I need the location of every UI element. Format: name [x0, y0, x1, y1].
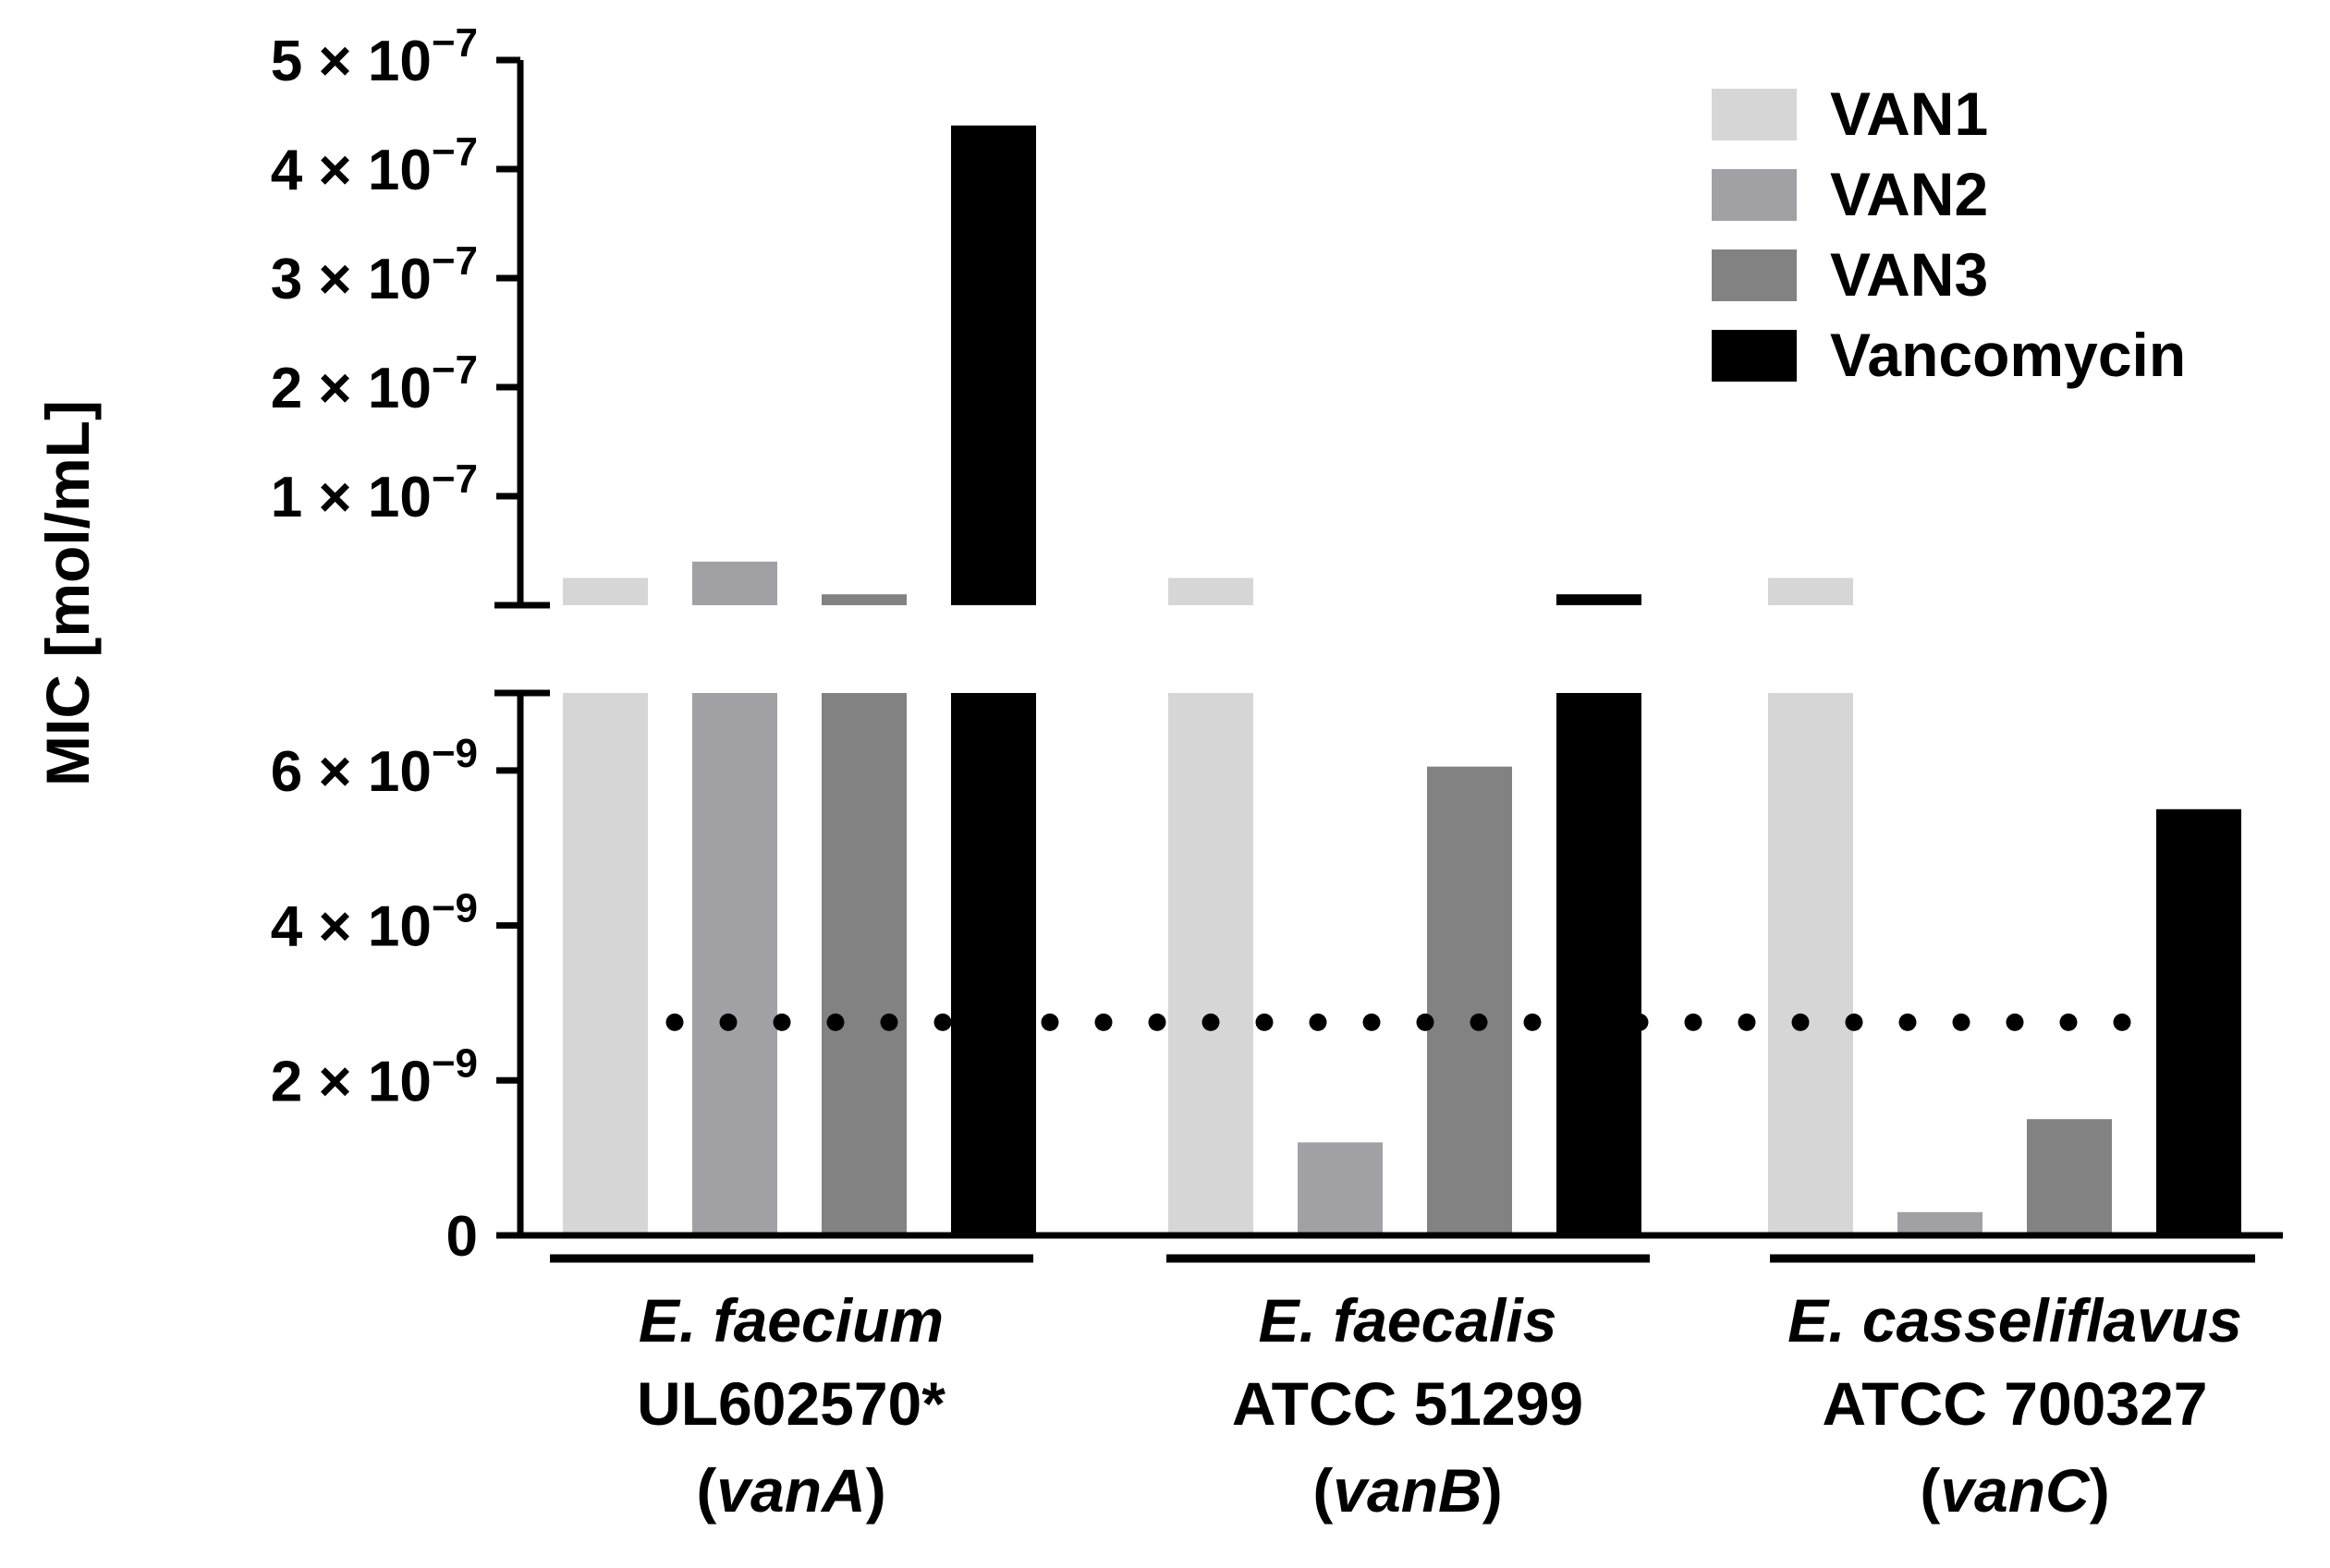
bar-vancomycin-group2-lower: [1556, 693, 1641, 1235]
ticks-layer: 0 2 × 10−9 4 × 10−9 6 × 10−9 1 × 10−7 2 × 10−…: [271, 20, 520, 1269]
bar-van3-group1-upper: [822, 594, 907, 605]
group-gene-3: (vanC): [1920, 1456, 2109, 1525]
bar-van1-group2-upper: [1168, 577, 1253, 605]
bar-vancomycin-group1-lower: [951, 693, 1036, 1235]
legend-label-van3: VAN3: [1830, 240, 1988, 309]
legend-label-van2: VAN2: [1830, 160, 1988, 228]
group-species-2: E. faecalis: [1259, 1286, 1557, 1355]
bar-vancomycin-group2-upper: [1556, 594, 1641, 605]
bar-van3-group3-lower: [2027, 1119, 2112, 1235]
legend-label-vancomycin: Vancomycin: [1830, 321, 2186, 389]
y-tick-label-upper-1: 2 × 10−7: [271, 347, 478, 420]
group-gene-1: (vanA): [696, 1456, 885, 1525]
y-tick-label-upper-0: 1 × 10−7: [271, 456, 478, 529]
y-axis-label: MIC [mol/mL]: [33, 400, 102, 786]
y-tick-label-upper-2: 3 × 10−7: [271, 238, 478, 311]
group-labels-layer: E. faecium UL602570* (vanA) E. faecalis ATCC…: [550, 1254, 2255, 1525]
bar-van3-group2-lower: [1427, 766, 1512, 1235]
bar-van1-group3-lower: [1768, 693, 1853, 1235]
bar-van2-group1-lower: [692, 693, 777, 1235]
legend: VAN1 VAN2 VAN3 Vancomycin: [1712, 79, 2186, 389]
y-tick-label-lower-1: 2 × 10−9: [271, 1040, 478, 1113]
group-strain-1: UL602570*: [637, 1369, 945, 1438]
bar-van1-group3-upper: [1768, 577, 1853, 605]
bar-van3-group1-lower: [822, 693, 907, 1235]
bar-van1-group1-upper: [563, 577, 648, 605]
bars-layer: [563, 125, 2241, 1235]
y-tick-label-lower-3: 6 × 10−9: [271, 731, 478, 804]
group-species-3: E. casseliflavus: [1787, 1286, 2242, 1355]
group-gene-2: (vanB): [1312, 1456, 1502, 1525]
legend-swatch-vancomycin: [1712, 330, 1797, 382]
bar-vancomycin-group1-upper: [951, 125, 1036, 606]
group-strain-2: ATCC 51299: [1232, 1369, 1583, 1438]
bar-van1-group1-lower: [563, 693, 648, 1235]
y-tick-label-lower-2: 4 × 10−9: [271, 886, 478, 959]
legend-swatch-van2: [1712, 169, 1797, 221]
y-tick-label-upper-4: 5 × 10−7: [271, 20, 478, 93]
y-tick-label-lower-0: 0: [446, 1205, 478, 1269]
bar-van1-group2-lower: [1168, 693, 1253, 1235]
group-strain-3: ATCC 700327: [1823, 1369, 2208, 1438]
bar-van2-group1-upper: [692, 561, 777, 605]
axes-layer: [494, 60, 2283, 1239]
legend-swatch-van1: [1712, 89, 1797, 140]
legend-swatch-van3: [1712, 249, 1797, 301]
bar-van2-group2-lower: [1298, 1142, 1383, 1235]
legend-label-van1: VAN1: [1830, 79, 1988, 148]
y-tick-label-upper-3: 4 × 10−7: [271, 129, 478, 202]
bar-van2-group3-lower: [1897, 1211, 1982, 1235]
group-species-1: E. faecium: [639, 1286, 944, 1355]
